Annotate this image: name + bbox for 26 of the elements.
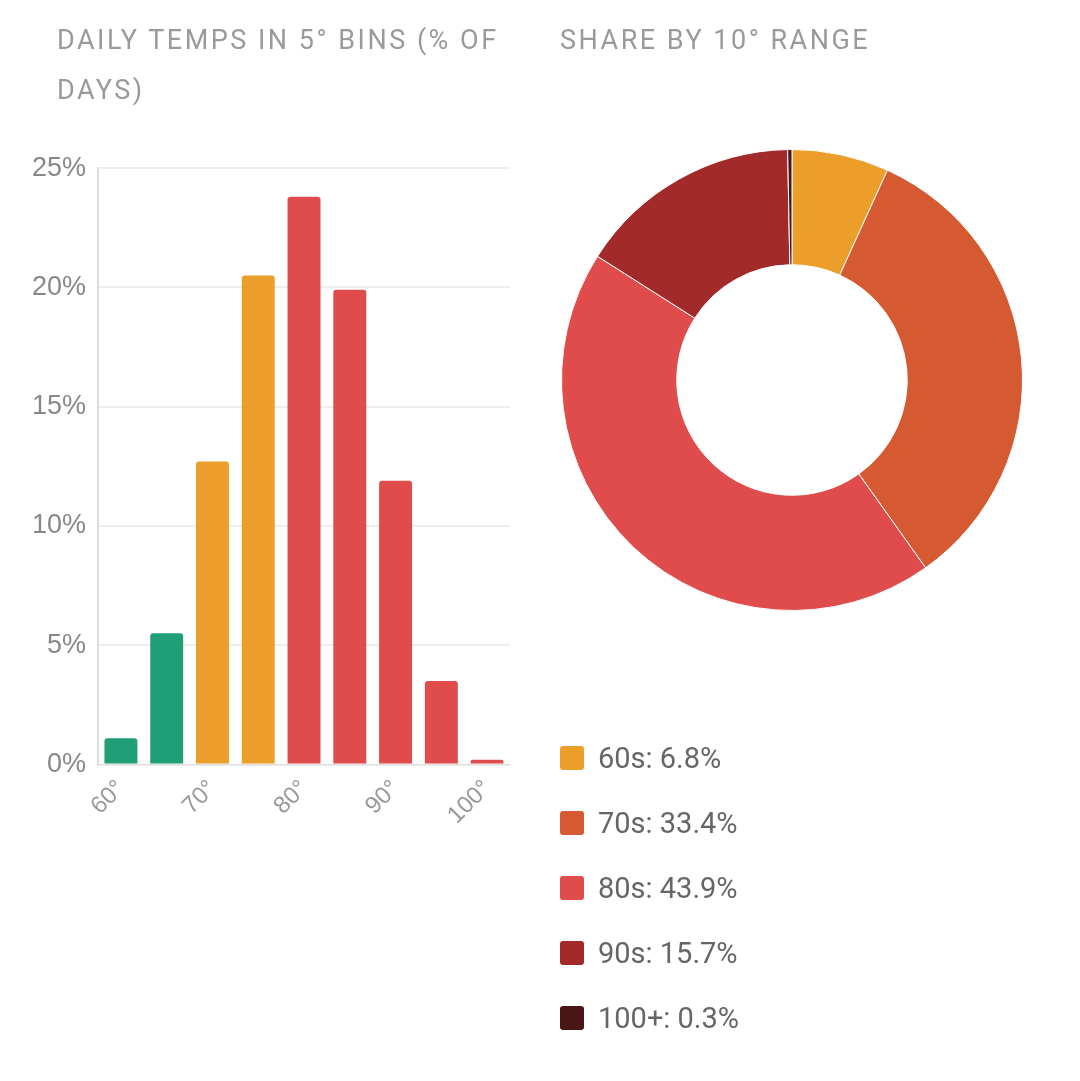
bar	[470, 759, 504, 764]
y-tick-label: 5%	[47, 628, 87, 659]
bar	[150, 633, 184, 764]
chart-title: DAILY TEMPS IN 5° BINS (% OF DAYS)	[57, 23, 500, 108]
bar	[379, 480, 413, 764]
bar	[424, 681, 458, 764]
x-tick-label: 80°	[267, 773, 313, 819]
bar	[333, 289, 367, 764]
legend-label: 70s: 33.4%	[597, 804, 739, 842]
y-tick-label: 10%	[31, 509, 87, 540]
y-tick-label: 0%	[47, 747, 87, 778]
y-tick-label: 25%	[31, 151, 87, 182]
y-tick-label: 15%	[31, 390, 87, 421]
bar	[287, 196, 321, 764]
legend-label: 90s: 15.7%	[597, 934, 739, 972]
bar	[104, 738, 138, 764]
bar	[241, 275, 275, 764]
chart-title: SHARE BY 10° RANGE	[560, 23, 872, 58]
x-tick-label: 90°	[359, 773, 404, 819]
legend-label: 100+: 0.3%	[597, 999, 740, 1037]
legend-label: 80s: 43.9%	[597, 869, 739, 907]
x-tick-label: 70°	[175, 773, 221, 819]
bar	[196, 461, 229, 764]
legend-label: 60s: 6.8%	[597, 739, 723, 777]
x-tick-label: 60°	[84, 773, 130, 819]
y-tick-label: 20%	[31, 270, 87, 301]
